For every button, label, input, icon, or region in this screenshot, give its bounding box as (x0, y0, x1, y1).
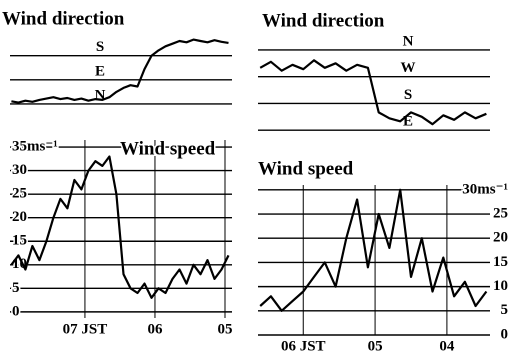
panel-title: Wind direction (262, 10, 385, 31)
y-tick-label: E (95, 63, 105, 79)
y-tick-label: 5 (12, 280, 20, 296)
x-tick-label: 05 (217, 321, 232, 337)
y-tick-label: 5 (501, 302, 509, 318)
y-tick-label: W (401, 60, 416, 76)
panel-title: Wind speed (120, 138, 216, 159)
trace (260, 190, 486, 311)
y-tick-label: 30ms⁻¹ (462, 181, 508, 197)
y-tick-label: 20 (493, 230, 508, 246)
y-tick-label: S (404, 87, 412, 103)
trace (11, 157, 228, 298)
x-tick-label: 06 (147, 321, 163, 337)
y-tick-label: 10 (493, 278, 508, 294)
y-tick-label: 20 (12, 209, 27, 225)
trace (260, 60, 486, 124)
y-tick-label: N (95, 87, 106, 103)
y-tick-label: 25 (493, 205, 508, 221)
y-tick-label: 15 (12, 233, 27, 249)
y-tick-label: S (96, 39, 104, 55)
x-tick-label: 04 (439, 338, 455, 351)
chart: NESWind direction05101520253035ms⁻¹07 JS… (0, 0, 510, 351)
x-tick-label: 07 JST (63, 321, 108, 337)
x-tick-label: 05 (368, 338, 383, 351)
x-tick-label: 06 JST (281, 338, 326, 351)
y-tick-label: 15 (493, 254, 508, 270)
y-tick-label: 0 (501, 326, 509, 342)
panel-title: Wind direction (2, 8, 125, 29)
y-tick-label: 0 (12, 303, 20, 319)
y-tick-label: 30 (12, 162, 27, 178)
panel-title: Wind speed (258, 158, 354, 179)
trace (11, 40, 228, 103)
y-tick-label: 35ms⁻¹ (12, 139, 58, 155)
y-tick-label: 25 (12, 186, 27, 202)
y-tick-label: N (403, 33, 414, 49)
